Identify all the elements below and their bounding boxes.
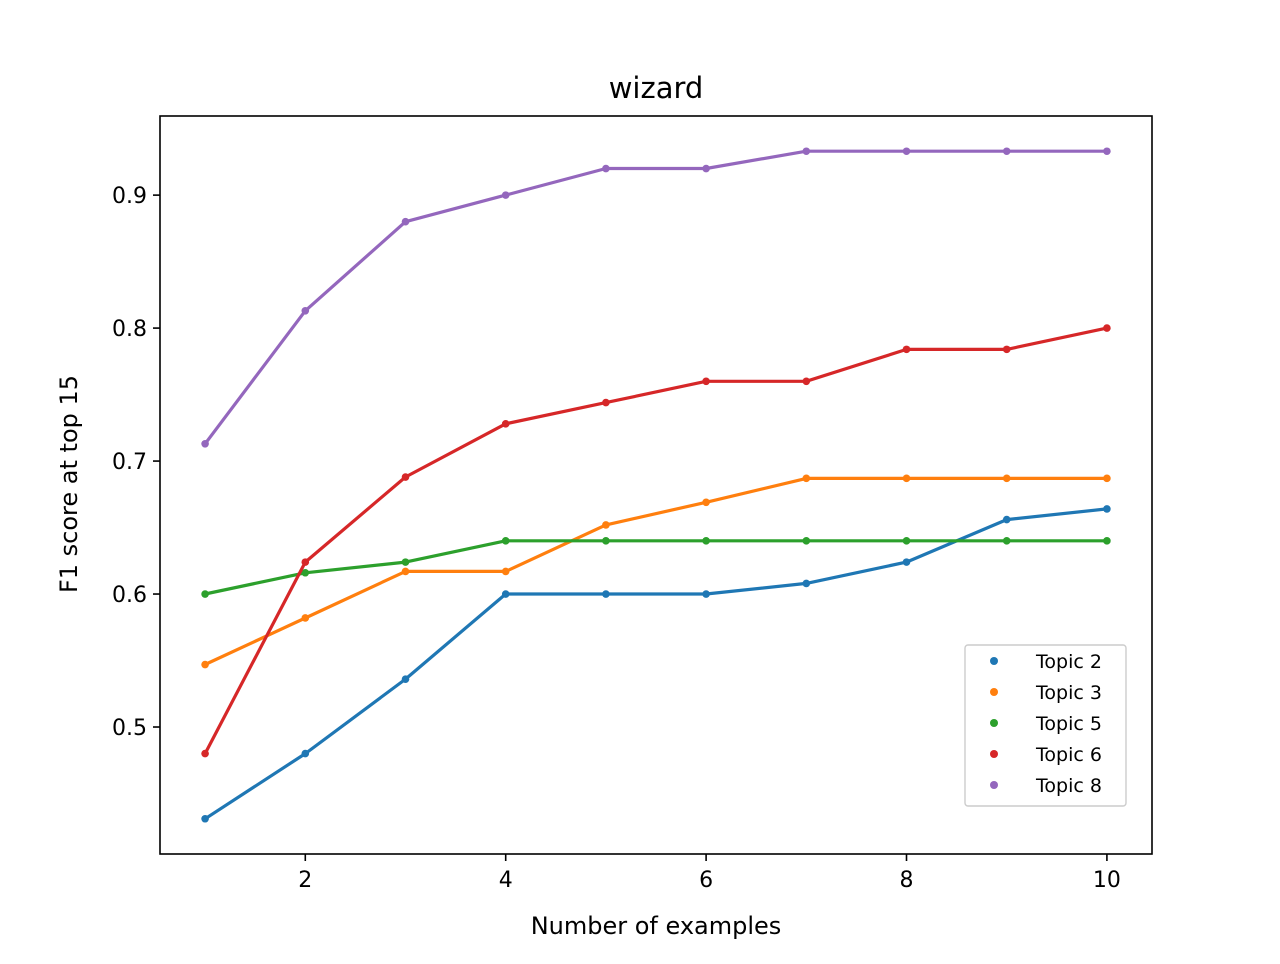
data-point <box>1103 324 1111 332</box>
data-point <box>401 558 410 566</box>
series-line <box>203 149 1107 445</box>
data-point <box>902 345 911 354</box>
data-point <box>902 558 911 566</box>
x-axis-label: Number of examples <box>531 912 782 940</box>
data-point <box>201 660 209 669</box>
data-point <box>301 749 310 758</box>
data-point <box>301 558 310 566</box>
legend-label: Topic 6 <box>1035 744 1102 766</box>
data-point <box>702 498 710 507</box>
legend-label: Topic 3 <box>1035 682 1102 704</box>
data-point <box>802 537 811 545</box>
series-line <box>204 539 1107 596</box>
data-point <box>702 590 710 598</box>
legend-label: Topic 5 <box>1035 713 1102 735</box>
x-axis: 2 4 6 8 10 <box>298 854 1121 893</box>
legend-label: Topic 2 <box>1035 651 1102 673</box>
chart-title: wizard <box>609 71 704 105</box>
data-point <box>902 147 911 156</box>
plot-frame <box>159 115 1153 855</box>
legend-marker <box>990 781 998 789</box>
data-point <box>201 590 209 598</box>
data-point <box>501 590 510 598</box>
data-point <box>802 147 811 156</box>
data-point <box>501 567 510 576</box>
plot-area <box>159 115 1153 855</box>
y-tick-label: 0.8 <box>112 317 147 342</box>
data-point <box>902 474 911 483</box>
data-point <box>501 420 510 428</box>
data-point <box>201 814 209 823</box>
data-point <box>802 474 811 483</box>
data-point <box>301 568 310 577</box>
data-point <box>702 164 710 173</box>
data-point <box>702 377 710 386</box>
data-point <box>802 377 811 386</box>
data-point <box>1002 147 1011 156</box>
data-point <box>1103 147 1111 156</box>
data-point <box>1103 537 1111 545</box>
x-tick-label: 8 <box>900 868 914 893</box>
y-tick-label: 0.5 <box>112 716 147 741</box>
data-point <box>401 567 410 576</box>
data-point <box>501 191 510 199</box>
y-axis: 0.5 0.6 0.7 0.8 0.9 <box>112 184 160 741</box>
data-point <box>602 521 610 529</box>
y-tick-label: 0.7 <box>112 450 147 475</box>
y-axis-label: F1 score at top 15 <box>55 375 83 593</box>
data-point <box>201 439 209 448</box>
data-point <box>1002 515 1011 524</box>
series-topic-5 <box>201 537 1111 598</box>
data-point <box>902 537 911 545</box>
data-point <box>602 537 610 545</box>
series-topic-3 <box>201 474 1111 669</box>
x-tick-label: 2 <box>298 868 312 893</box>
series-group <box>201 147 1111 823</box>
legend: Topic 2 Topic 3 Topic 5 Topic 6 Topic 8 <box>964 644 1127 807</box>
data-point <box>602 590 610 598</box>
series-topic-6 <box>201 324 1111 758</box>
data-point <box>802 579 811 588</box>
data-point <box>1002 537 1011 545</box>
data-point <box>602 164 610 173</box>
data-point <box>301 614 310 622</box>
data-point <box>501 537 510 545</box>
data-point <box>602 398 610 407</box>
legend-marker <box>990 657 998 665</box>
data-point <box>201 749 209 758</box>
legend-marker <box>990 750 998 758</box>
data-point <box>301 307 310 315</box>
data-point <box>1002 474 1011 483</box>
x-tick-label: 10 <box>1093 868 1121 893</box>
legend-frame <box>964 644 1127 807</box>
data-point <box>702 537 710 545</box>
data-point <box>1103 505 1111 513</box>
legend-marker <box>990 688 998 696</box>
data-point <box>401 473 410 481</box>
series-line <box>203 326 1108 755</box>
data-point <box>401 217 410 226</box>
data-point <box>401 675 410 683</box>
data-point <box>1002 345 1011 354</box>
data-point <box>1103 474 1111 483</box>
x-tick-label: 4 <box>499 868 513 893</box>
y-tick-label: 0.6 <box>112 583 147 608</box>
x-tick-label: 6 <box>699 868 713 893</box>
series-line <box>204 476 1107 666</box>
y-tick-label: 0.9 <box>112 184 147 209</box>
legend-label: Topic 8 <box>1035 775 1102 797</box>
series-topic-8 <box>201 147 1111 448</box>
legend-marker <box>990 719 998 727</box>
